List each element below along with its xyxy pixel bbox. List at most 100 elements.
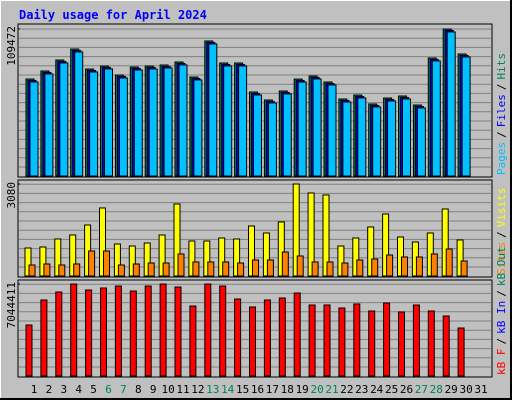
bar <box>415 256 423 277</box>
bar <box>322 194 330 277</box>
bar <box>70 283 78 377</box>
bar <box>281 251 289 277</box>
bar <box>356 259 364 277</box>
bar <box>188 240 196 277</box>
bar <box>133 69 143 177</box>
bar <box>338 307 346 377</box>
x-tick-label: 9 <box>150 383 157 396</box>
bar <box>113 243 121 277</box>
x-tick-label: 17 <box>266 383 279 396</box>
bar <box>238 65 248 177</box>
bar <box>357 97 367 177</box>
legend-entry: Files <box>495 94 508 127</box>
bar <box>147 262 155 277</box>
bar <box>40 299 48 377</box>
x-tick-label: 5 <box>90 383 97 396</box>
x-tick-label: 28 <box>430 383 443 396</box>
bar <box>159 283 167 377</box>
bar <box>456 239 464 277</box>
x-tick-label: 11 <box>176 383 189 396</box>
bar <box>460 260 468 277</box>
legend: kB F / kB In / kB Out <box>495 246 508 375</box>
bar <box>39 246 47 277</box>
bar <box>163 67 173 177</box>
legend-separator: / <box>495 84 508 91</box>
bar <box>427 310 435 377</box>
legend: Sites / Visits <box>495 188 508 276</box>
chart-title: Daily usage for April 2024 <box>19 8 207 22</box>
legend-entry: kB In <box>495 301 508 334</box>
legend: Pages / Files / Hits <box>495 53 508 175</box>
bar <box>144 285 152 377</box>
bar <box>193 79 203 177</box>
bar <box>337 245 345 277</box>
bar <box>371 258 379 277</box>
bar <box>233 238 241 277</box>
x-tick-label: 25 <box>385 383 398 396</box>
bar <box>99 207 106 277</box>
bar <box>311 261 319 277</box>
legend-entry: kB F <box>495 349 508 376</box>
bar <box>401 256 408 277</box>
bar <box>29 81 39 177</box>
bar <box>24 247 32 277</box>
bar <box>203 240 211 277</box>
bar <box>204 283 212 377</box>
bar <box>117 264 125 277</box>
bar <box>88 250 96 277</box>
bar <box>85 289 93 377</box>
bar <box>43 263 51 277</box>
x-tick-label: 26 <box>400 383 413 396</box>
x-tick-label: 3 <box>60 383 67 396</box>
bar <box>143 242 151 277</box>
bar <box>441 208 449 277</box>
x-tick-label: 20 <box>310 383 323 396</box>
bar <box>58 264 66 277</box>
x-tick-label: 13 <box>206 383 219 396</box>
x-tick-label: 14 <box>221 383 235 396</box>
bar <box>445 248 453 277</box>
bar <box>237 262 245 277</box>
bar <box>104 68 113 177</box>
y-tick-label: 3080 <box>5 182 18 209</box>
bar <box>402 98 411 177</box>
bar <box>412 304 420 377</box>
x-tick-label: 15 <box>236 383 249 396</box>
bar <box>253 94 262 177</box>
bar <box>103 250 110 277</box>
bar <box>192 261 200 277</box>
bar <box>368 310 376 377</box>
bar <box>114 285 122 377</box>
bar <box>178 64 188 177</box>
bar <box>74 51 84 177</box>
bar <box>55 291 63 377</box>
bar <box>383 302 391 377</box>
bar <box>28 264 36 277</box>
bar <box>222 261 230 277</box>
bar <box>446 31 456 177</box>
bar <box>416 107 426 177</box>
bar <box>189 305 197 377</box>
bar <box>69 234 77 277</box>
bar <box>44 73 54 177</box>
bar <box>457 327 465 377</box>
bar <box>367 226 375 277</box>
bar <box>234 298 242 377</box>
y-tick-label: 7044411 <box>5 282 18 328</box>
bar <box>278 297 286 377</box>
bar <box>128 245 136 277</box>
bar <box>307 192 315 277</box>
x-tick-label: 27 <box>415 383 428 396</box>
x-tick-label: 12 <box>191 383 204 396</box>
bar <box>129 290 137 377</box>
bar <box>54 238 62 277</box>
x-tick-label: 6 <box>105 383 112 396</box>
bar <box>118 77 128 177</box>
x-tick-label: 18 <box>281 383 294 396</box>
x-tick-label: 19 <box>296 383 309 396</box>
bar <box>207 261 215 277</box>
bar <box>386 254 394 277</box>
bar <box>430 253 438 277</box>
legend-separator: / <box>495 231 508 238</box>
